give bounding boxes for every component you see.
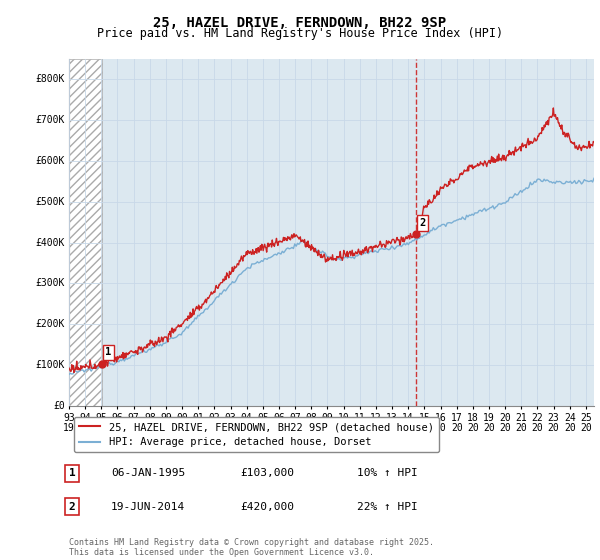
Text: 14
20: 14 20 bbox=[403, 413, 414, 433]
Text: £420,000: £420,000 bbox=[240, 502, 294, 512]
Text: 12
20: 12 20 bbox=[370, 413, 382, 433]
Text: 95
19: 95 19 bbox=[95, 413, 107, 433]
Text: 10% ↑ HPI: 10% ↑ HPI bbox=[357, 468, 418, 478]
Text: 06
20: 06 20 bbox=[273, 413, 285, 433]
Text: 98
19: 98 19 bbox=[144, 413, 155, 433]
Text: £100K: £100K bbox=[35, 360, 65, 370]
Text: 04
20: 04 20 bbox=[241, 413, 253, 433]
Text: 2: 2 bbox=[419, 218, 425, 228]
Text: 1: 1 bbox=[105, 348, 112, 357]
Text: 17
20: 17 20 bbox=[451, 413, 463, 433]
Text: £500K: £500K bbox=[35, 197, 65, 207]
Text: 09
20: 09 20 bbox=[322, 413, 334, 433]
Text: 06-JAN-1995: 06-JAN-1995 bbox=[111, 468, 185, 478]
Text: 93
19: 93 19 bbox=[63, 413, 75, 433]
Text: 08
20: 08 20 bbox=[305, 413, 317, 433]
Text: £800K: £800K bbox=[35, 74, 65, 84]
Text: 05
20: 05 20 bbox=[257, 413, 269, 433]
Text: 97
19: 97 19 bbox=[128, 413, 139, 433]
Text: 19-JUN-2014: 19-JUN-2014 bbox=[111, 502, 185, 512]
Text: 00
20: 00 20 bbox=[176, 413, 188, 433]
Text: 19
20: 19 20 bbox=[483, 413, 495, 433]
Text: 20
20: 20 20 bbox=[499, 413, 511, 433]
Text: 18
20: 18 20 bbox=[467, 413, 479, 433]
Text: £400K: £400K bbox=[35, 237, 65, 248]
Text: £700K: £700K bbox=[35, 115, 65, 125]
Text: 11
20: 11 20 bbox=[354, 413, 365, 433]
Text: 22% ↑ HPI: 22% ↑ HPI bbox=[357, 502, 418, 512]
Text: 96
19: 96 19 bbox=[112, 413, 124, 433]
Text: 25
20: 25 20 bbox=[580, 413, 592, 433]
Text: 21
20: 21 20 bbox=[515, 413, 527, 433]
Text: £200K: £200K bbox=[35, 319, 65, 329]
Text: £600K: £600K bbox=[35, 156, 65, 166]
Text: £300K: £300K bbox=[35, 278, 65, 288]
Legend: 25, HAZEL DRIVE, FERNDOWN, BH22 9SP (detached house), HPI: Average price, detach: 25, HAZEL DRIVE, FERNDOWN, BH22 9SP (det… bbox=[74, 417, 439, 452]
Text: 10
20: 10 20 bbox=[338, 413, 349, 433]
Text: 99
19: 99 19 bbox=[160, 413, 172, 433]
Text: 01
20: 01 20 bbox=[193, 413, 204, 433]
Text: 07
20: 07 20 bbox=[289, 413, 301, 433]
Text: 2: 2 bbox=[68, 502, 76, 512]
Text: 23
20: 23 20 bbox=[548, 413, 559, 433]
Text: 24
20: 24 20 bbox=[564, 413, 575, 433]
Text: 02
20: 02 20 bbox=[209, 413, 220, 433]
Text: 22
20: 22 20 bbox=[532, 413, 544, 433]
Text: 25, HAZEL DRIVE, FERNDOWN, BH22 9SP: 25, HAZEL DRIVE, FERNDOWN, BH22 9SP bbox=[154, 16, 446, 30]
Text: 03
20: 03 20 bbox=[224, 413, 236, 433]
Text: 15
20: 15 20 bbox=[419, 413, 430, 433]
Text: 16
20: 16 20 bbox=[434, 413, 446, 433]
Text: 1: 1 bbox=[68, 468, 76, 478]
Text: £0: £0 bbox=[53, 401, 65, 411]
Text: £103,000: £103,000 bbox=[240, 468, 294, 478]
Text: Contains HM Land Registry data © Crown copyright and database right 2025.
This d: Contains HM Land Registry data © Crown c… bbox=[69, 538, 434, 557]
Text: Price paid vs. HM Land Registry's House Price Index (HPI): Price paid vs. HM Land Registry's House … bbox=[97, 27, 503, 40]
Text: 13
20: 13 20 bbox=[386, 413, 398, 433]
Text: 94
19: 94 19 bbox=[79, 413, 91, 433]
